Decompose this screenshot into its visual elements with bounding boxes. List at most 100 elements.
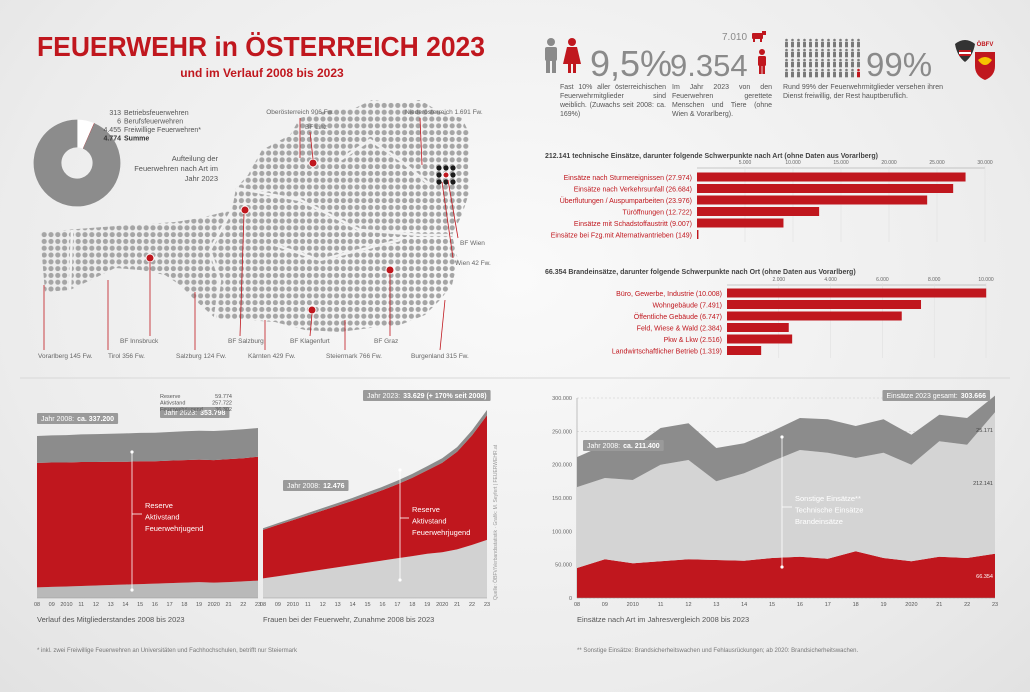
value-label: 36.302: [215, 407, 232, 413]
x-tick-label: 14: [741, 602, 747, 608]
crowd-body: [827, 71, 830, 78]
crowd-head: [833, 48, 836, 52]
crowd-body: [821, 41, 824, 48]
crowd-body: [845, 61, 848, 68]
crowd-body: [809, 71, 812, 78]
map-label: BF Linz: [305, 124, 327, 131]
crowd-head: [797, 38, 800, 42]
annotation-label: Jahr 2023:: [367, 393, 400, 400]
footnote: ** Sonstige Einsätze: Brandsicherheitswa…: [577, 648, 859, 654]
crowd-head: [785, 68, 788, 72]
map-leader: [441, 181, 454, 259]
x-tick-label: 23: [255, 602, 261, 608]
stat-value: 99%: [866, 46, 932, 83]
x-tick-label: 2020: [436, 602, 448, 608]
caption: Einsätze nach Art im Jahresvergleich 200…: [577, 615, 749, 624]
legend-label: Aktivstand: [412, 517, 447, 526]
crowd-body: [803, 51, 806, 58]
map-austria: [40, 100, 470, 332]
category-label: Türöffnungen (12.722): [622, 210, 692, 217]
x-tick-label: 15: [769, 602, 775, 608]
crowd-body: [851, 51, 854, 58]
annotation: Einsätze 2023 gesamt: 303.666: [882, 390, 990, 401]
value-label: 59.774: [215, 394, 232, 400]
annotation-label: Einsätze 2023 gesamt:: [886, 393, 957, 400]
map-label: Niederösterreich 1.691 Fw.: [405, 109, 483, 116]
icon-man: [545, 38, 557, 73]
crowd-head: [815, 68, 818, 72]
crowd-body: [785, 41, 788, 48]
x-tick-label: 12: [320, 602, 326, 608]
x-tick-label: 5.000: [739, 160, 752, 166]
crowd-body: [845, 71, 848, 78]
crowd-head: [797, 48, 800, 52]
crowd-head: [809, 38, 812, 42]
x-tick-label: 21: [225, 602, 231, 608]
area: [263, 415, 487, 579]
legend-label: Reserve: [412, 505, 440, 514]
x-tick-label: 13: [335, 602, 341, 608]
x-tick-label: 09: [275, 602, 281, 608]
map-leader: [439, 299, 446, 351]
crowd-head: [833, 68, 836, 72]
crowd-head: [839, 68, 842, 72]
crowd-head: [815, 48, 818, 52]
annotation-label: Jahr 2008:: [587, 443, 620, 450]
crowd-body: [857, 61, 860, 68]
annotation-value: 353.798: [200, 410, 225, 417]
crowd-head: [851, 58, 854, 62]
bar: [727, 300, 922, 309]
x-tick-label: 16: [379, 602, 385, 608]
annotation: Jahr 2008: ca. 337.200: [37, 413, 119, 424]
crowd-body: [851, 41, 854, 48]
x-tick-label: 17: [394, 602, 400, 608]
x-tick-label: 14: [122, 602, 128, 608]
bar: [697, 230, 699, 239]
category-label: Öffentliche Gebäude (6.747): [634, 313, 722, 321]
crowd-head: [821, 38, 824, 42]
x-tick-label: 11: [305, 602, 311, 608]
chart-title: 212.141 technische Einsätze, darunter fo…: [545, 153, 878, 160]
map-label: Burgenland 315 Fw.: [411, 353, 469, 360]
value-label: 25.171: [976, 428, 993, 434]
legend-label: Reserve: [160, 394, 180, 400]
crowd-body: [833, 71, 836, 78]
map-label: Wien 42 Fw.: [455, 260, 491, 267]
map-leader: [239, 213, 245, 337]
stat-value: 9,5%: [590, 43, 672, 84]
crowd-head: [791, 38, 794, 42]
x-tick-label: 2.000: [773, 277, 786, 283]
annotation-value: 33.629 (+ 170% seit 2008): [403, 393, 486, 400]
category-label: Büro, Gewerbe, Industrie (10.008): [616, 291, 722, 298]
crowd-body: [833, 51, 836, 58]
stat-extra: 7.010: [722, 32, 747, 43]
x-tick-label: 15: [364, 602, 370, 608]
caption: Verlauf des Mitgliederstandes 2008 bis 2…: [37, 615, 185, 624]
crowd-body: [815, 41, 818, 48]
map-label: BF Salzburg: [228, 338, 264, 345]
crowd-head: [803, 58, 806, 62]
x-tick-label: 10.000: [785, 160, 801, 166]
value-label: 4.455: [103, 127, 121, 134]
crowd-head: [803, 38, 806, 42]
y-tick-label: 300.000: [552, 396, 572, 402]
crowd-head: [797, 58, 800, 62]
crowd-head: [815, 58, 818, 62]
crowd-body: [827, 41, 830, 48]
bar: [697, 172, 966, 182]
crowd-body: [803, 61, 806, 68]
crowd-body: [845, 41, 848, 48]
crowd-body: [791, 41, 794, 48]
crowd-head: [791, 58, 794, 62]
legend-dot: [130, 450, 134, 454]
bar: [727, 334, 793, 344]
subtitle: und im Verlauf 2008 bis 2023: [180, 66, 344, 80]
crowd-head: [821, 58, 824, 62]
total-value: 4.774: [103, 136, 121, 143]
crowd-body: [857, 41, 860, 48]
x-tick-label: 17: [167, 602, 173, 608]
value-label: 313: [109, 110, 121, 117]
category-label: Einsätze nach Verkehrsunfall (26.684): [574, 187, 692, 194]
area: [37, 456, 258, 588]
crowd-body: [833, 41, 836, 48]
